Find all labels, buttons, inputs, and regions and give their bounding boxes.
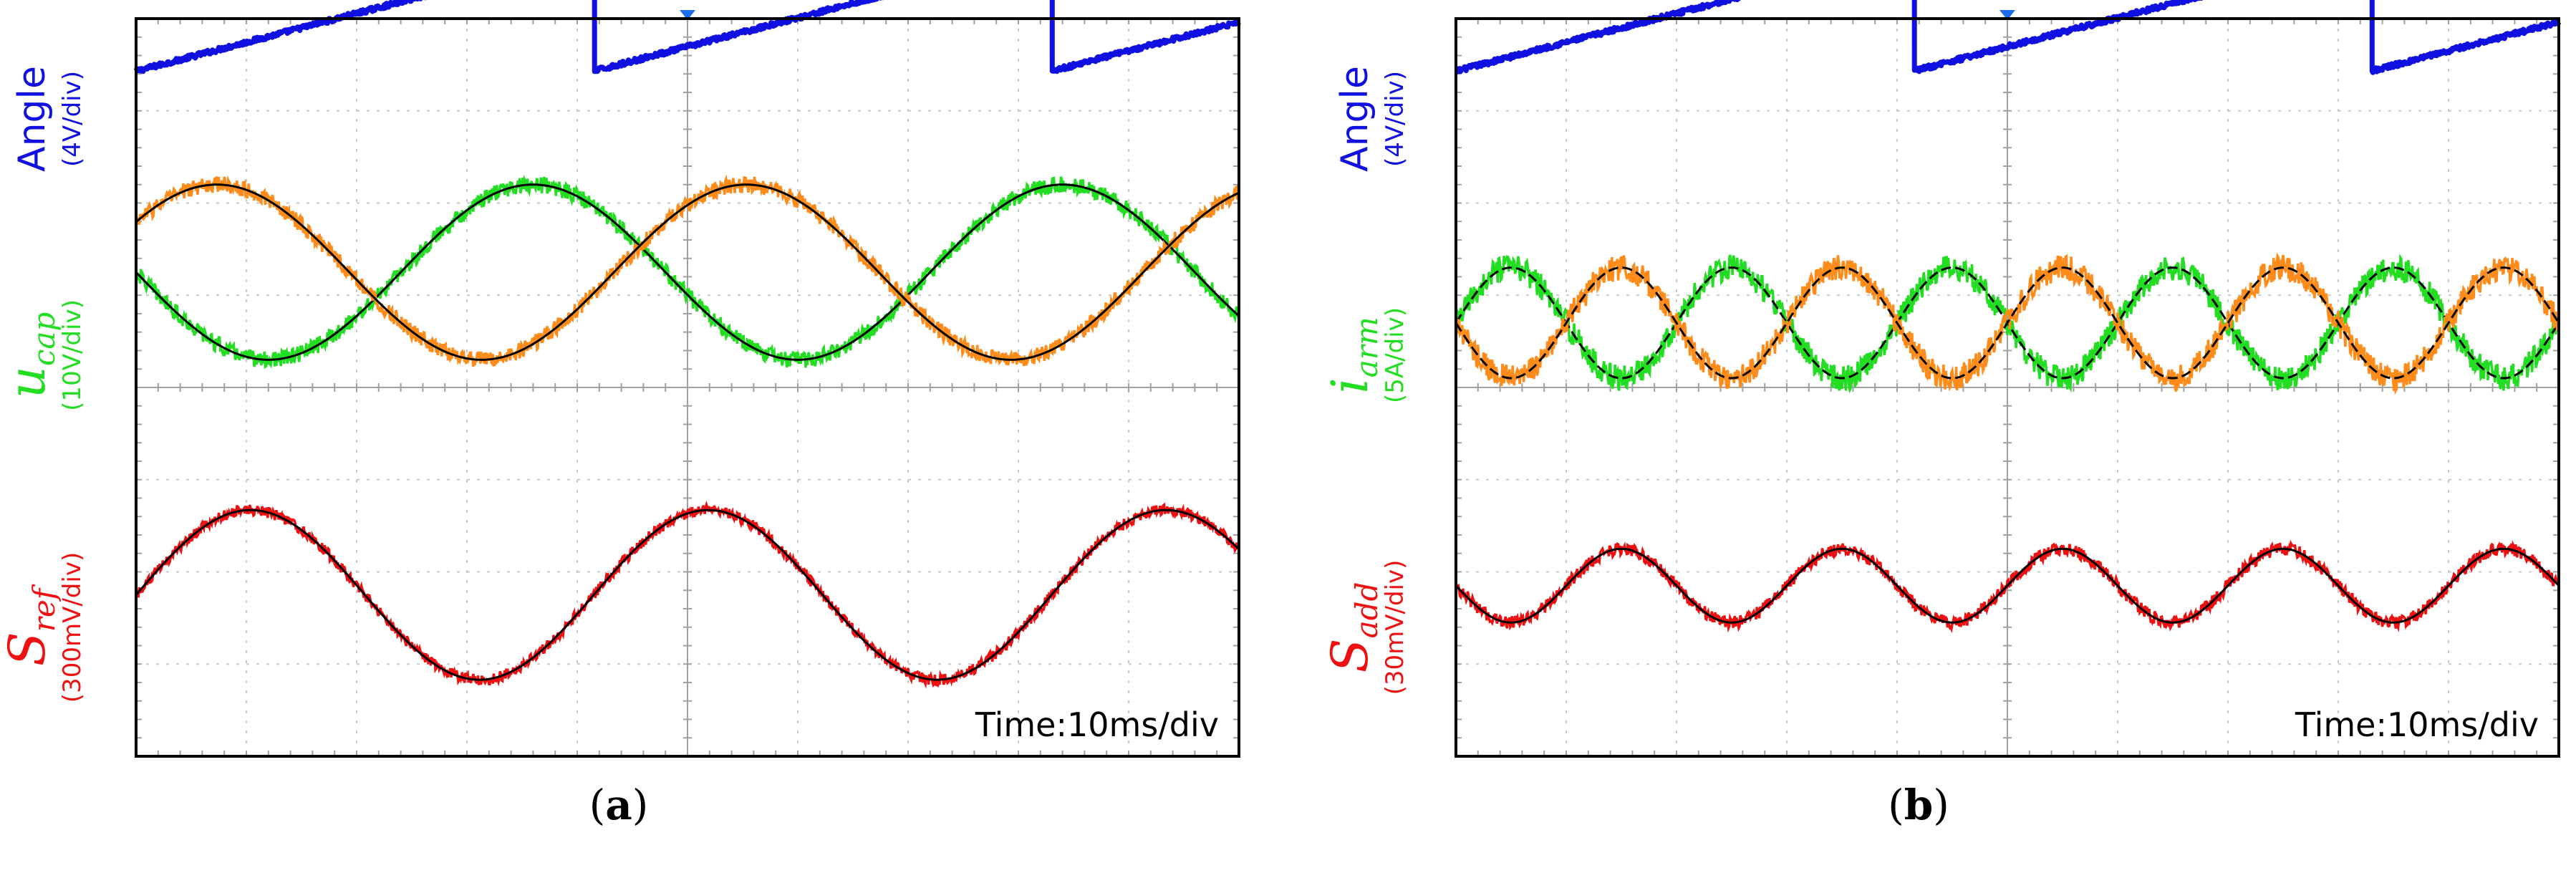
series-s_ref (135, 500, 1240, 689)
trigger-marker-icon (680, 10, 695, 20)
series-i_arm_orange (1455, 252, 2560, 395)
panel-b: Time:10ms/div Angle (4V/div) iarm (5A/div) Sa… (1288, 0, 2576, 873)
channel-subscript: cap (26, 312, 62, 366)
fit-curve-s_add (1455, 547, 2560, 624)
oscilloscope-plot-b: Time:10ms/div Angle (4V/div) iarm(5A/div) Sa… (1321, 0, 2562, 758)
fit-curve-s_ref (135, 508, 1240, 681)
oscilloscope-plot-a: Time:10ms/div Angle (4V/div) ucap(10V/div) S… (0, 0, 1241, 758)
trigger-marker-icon (1999, 10, 2015, 20)
channel-symbol: iarm (1321, 317, 1384, 393)
series-angle (1454, 0, 2562, 75)
caption-b: (b) (1888, 781, 1949, 829)
channel-symbol: Sadd (1321, 582, 1384, 673)
caption-b-letter: b (1904, 781, 1934, 829)
channel-subscript: add (1349, 582, 1384, 639)
channel-label-2: ucap(10V/div) (0, 299, 87, 411)
trace-i_arm_orange (1455, 252, 2560, 395)
channel-scale: (10V/div) (58, 299, 87, 411)
channel-scale: (4V/div) (1381, 71, 1409, 167)
channel-scale: (30mV/div) (1381, 560, 1409, 695)
trace-angle (1454, 0, 2562, 75)
channel-symbol-text: Angle (11, 66, 54, 172)
channel-symbol-text: S (0, 632, 57, 666)
fit-curve-u_cap_green (135, 183, 1240, 361)
panel-a: Time:10ms/div Angle (4V/div) ucap (10V/div) S… (0, 0, 1241, 829)
channel-symbol-text: u (0, 366, 57, 398)
series-angle (133, 0, 1241, 74)
channel-label-2: iarm(5A/div) (1321, 307, 1409, 403)
series-u_cap_orange (135, 174, 1240, 367)
channel-symbol: Sref (0, 584, 62, 666)
channel-label-3: Sadd(30mV/div) (1321, 560, 1409, 695)
channel-label-3: Sref(300mV/div) (0, 552, 87, 703)
fit-curve-i_arm_orange (1455, 266, 2560, 380)
channel-symbol-text: S (1321, 638, 1379, 672)
channel-symbol: Angle (11, 66, 54, 172)
fit-curve-u_cap_orange (135, 183, 1240, 361)
series-s_add (1455, 539, 2560, 634)
trace-u_cap_green (135, 174, 1240, 370)
channel-subscript: arm (1349, 317, 1384, 377)
channel-subscript: ref (26, 584, 62, 632)
grid (135, 18, 1240, 757)
time-scale-label: Time:10ms/div (2295, 705, 2539, 744)
caption-a-letter: a (605, 781, 632, 829)
channel-label-1: Angle (4V/div) (1333, 66, 1409, 172)
channel-symbol-text: i (1321, 377, 1379, 393)
plot-frame (135, 17, 1240, 758)
series-u_cap_green (135, 174, 1240, 370)
channel-label-1: Angle (4V/div) (11, 66, 87, 172)
channel-scale: (5A/div) (1381, 307, 1409, 403)
channel-symbol: Angle (1333, 66, 1376, 172)
trace-angle (133, 0, 1241, 74)
trace-s_add (1455, 539, 2560, 634)
time-scale-label: Time:10ms/div (975, 705, 1219, 744)
channel-symbol: ucap (0, 312, 62, 399)
caption-a: (a) (589, 781, 649, 829)
plot-frame (1455, 17, 2560, 758)
channel-scale: (300mV/div) (58, 552, 87, 703)
channel-scale: (4V/div) (58, 71, 87, 167)
trace-i_arm_green (1455, 254, 2560, 394)
channel-symbol-text: Angle (1333, 66, 1376, 172)
trace-u_cap_orange (135, 174, 1240, 367)
